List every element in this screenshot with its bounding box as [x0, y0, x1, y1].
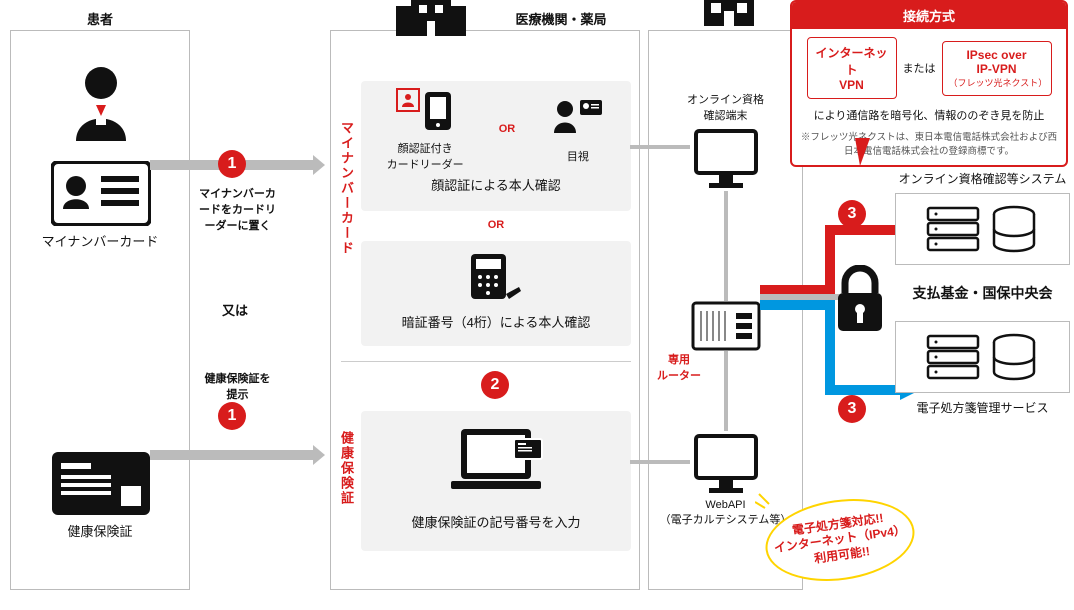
facility-title: 医療機関・薬局	[461, 9, 661, 28]
face-auth-box: 顔認証付き カードリーダー OR 目視 顔認証による本人確認	[361, 81, 631, 211]
person-icon	[66, 61, 136, 141]
router-icon	[691, 301, 761, 354]
card-reader-icon: 顔認証付き カードリーダー	[387, 87, 464, 172]
sys1-label: オンライン資格確認等システム	[895, 170, 1070, 187]
conn-pointer	[845, 138, 875, 168]
router-label: 専用 ルーター	[654, 351, 704, 383]
visual-check-icon: 目視	[550, 95, 605, 164]
bubble-tail	[755, 490, 775, 510]
arrow1-text: マイナンバーカードをカードリーダーに置く	[195, 185, 280, 233]
conn-or: または	[903, 60, 936, 76]
mid-or: OR	[361, 219, 631, 231]
patient-title: 患者	[11, 9, 189, 28]
hospital-icon	[391, 0, 471, 44]
arrow2-text: 健康保険証を 提示	[200, 370, 275, 402]
arrow-1b	[150, 450, 315, 460]
laptop-icon	[369, 419, 623, 512]
or-text: 又は	[210, 300, 260, 319]
input-caption: 健康保険証の記号番号を入力	[369, 512, 623, 531]
org-label: 支払基金・国保中央会	[895, 283, 1070, 303]
conn-note: ※フレッツ光ネクストは、東日本電信電話株式会社および西日本電信電話株式会社の登録…	[792, 129, 1066, 165]
face-auth-caption: 顔認証による本人確認	[369, 175, 623, 194]
badge-3a: 3	[838, 200, 866, 228]
badge-3b: 3	[838, 395, 866, 423]
card-reader-label: 顔認証付き カードリーダー	[387, 140, 464, 172]
pharmacy-icon	[699, 0, 759, 34]
lock-icon	[830, 265, 890, 338]
badge-1b: 1	[218, 402, 246, 430]
or-1: OR	[499, 123, 516, 135]
input-box: 健康保険証の記号番号を入力	[361, 411, 631, 551]
sys2-label: 電子処方箋管理サービス	[895, 399, 1070, 416]
pin-caption: 暗証番号（4桁）による本人確認	[369, 312, 623, 331]
pin-icon	[369, 249, 623, 312]
mynumber-card-label: マイナンバーカード	[11, 231, 189, 250]
terminal-icon	[691, 126, 761, 194]
facility-column: 医療機関・薬局 マイナンバーカード 健康保険証 顔認証付き カードリーダー OR…	[330, 30, 640, 590]
line-bot	[724, 351, 728, 431]
conn-opt1: インターネット VPN	[807, 37, 897, 99]
mynumber-card-icon	[51, 161, 151, 226]
conn-opt2: IPsec over IP-VPN （フレッツ光ネクスト）	[942, 41, 1052, 96]
patient-column: 患者 マイナンバーカード 健康保険証	[10, 30, 190, 590]
conn-line-bot	[630, 460, 690, 464]
conn-desc: により通信路を暗号化、情報ののぞき見を防止	[792, 107, 1066, 129]
insurance-card-label: 健康保険証	[11, 521, 189, 540]
connection-box: 接続方式 インターネット VPN または IPsec over IP-VPN （…	[790, 0, 1068, 167]
divider	[341, 361, 631, 362]
connection-header: 接続方式	[792, 2, 1066, 29]
insurance-card-icon	[51, 451, 151, 516]
line-top	[724, 191, 728, 301]
sys1-box	[895, 193, 1070, 265]
pin-box: 暗証番号（4桁）による本人確認	[361, 241, 631, 346]
conn-line-top	[630, 145, 690, 149]
vlabel-mynumber: マイナンバーカード	[337, 121, 356, 256]
badge-2: 2	[481, 371, 509, 399]
visual-check-label: 目視	[550, 148, 605, 164]
terminal-label: オンライン資格 確認端末	[649, 91, 802, 123]
webapi-icon	[691, 431, 761, 499]
vlabel-insurance: 健康保険証	[337, 431, 356, 506]
sys2-box	[895, 321, 1070, 393]
badge-1a: 1	[218, 150, 246, 178]
systems-area: オンライン資格確認等システム 支払基金・国保中央会 電子処方箋管理サービス	[895, 170, 1070, 416]
